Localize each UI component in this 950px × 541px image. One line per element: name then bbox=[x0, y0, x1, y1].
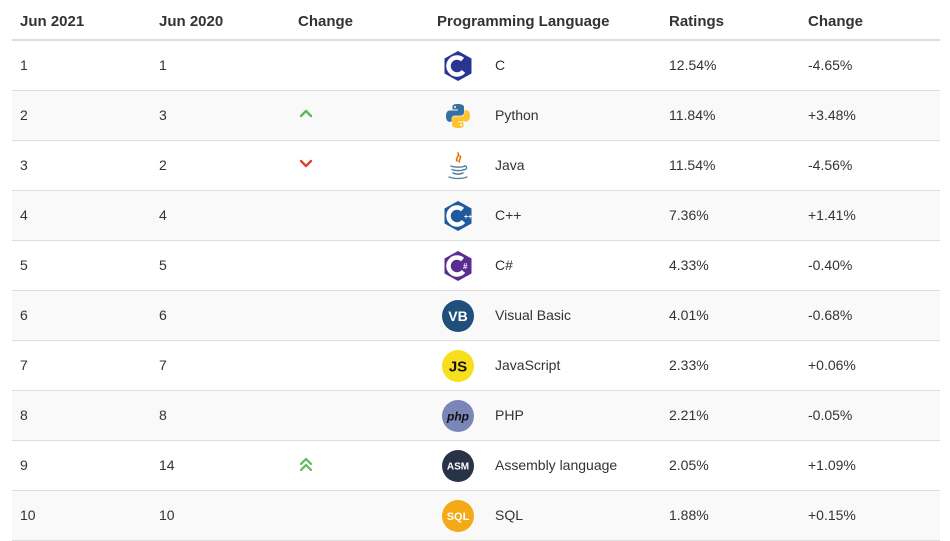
rank-2020: 10 bbox=[159, 507, 175, 523]
rating-value: 2.21% bbox=[669, 407, 709, 423]
rank-2020: 14 bbox=[159, 457, 175, 473]
rating-value: 7.36% bbox=[669, 207, 709, 223]
rank-2020: 2 bbox=[159, 157, 167, 173]
rank-2020: 5 bbox=[159, 257, 167, 273]
table-header: Jun 2021 Jun 2020 Change Programming Lan… bbox=[12, 0, 940, 41]
rating-value: 11.84% bbox=[669, 107, 716, 123]
table-row: 1 1 C 12.54% -4.65% bbox=[12, 41, 940, 91]
svg-text:++: ++ bbox=[464, 214, 472, 221]
table-row: 7 7 JS JavaScript 2.33% +0.06% bbox=[12, 341, 940, 391]
language-name[interactable]: JavaScript bbox=[495, 357, 561, 373]
rank-2021: 3 bbox=[20, 157, 28, 173]
rating-value: 1.88% bbox=[669, 507, 709, 523]
rank-2021: 4 bbox=[20, 207, 28, 223]
rating-value: 4.01% bbox=[669, 307, 709, 323]
tiobe-index-table: Jun 2021 Jun 2020 Change Programming Lan… bbox=[12, 0, 940, 541]
php-logo-icon: php bbox=[442, 400, 474, 432]
language-name[interactable]: C++ bbox=[495, 207, 522, 223]
rank-2021: 6 bbox=[20, 307, 28, 323]
table-row: 4 4 ++ C++ 7.36% +1.41% bbox=[12, 191, 940, 241]
header-jun-2020[interactable]: Jun 2020 bbox=[159, 13, 224, 30]
logo-text: JS bbox=[449, 358, 467, 375]
header-programming-language[interactable]: Programming Language bbox=[437, 13, 610, 30]
rank-2020: 3 bbox=[159, 107, 167, 123]
visual-basic-logo-icon: VB bbox=[442, 300, 474, 332]
rating-value: 11.54% bbox=[669, 157, 716, 173]
logo-text: php bbox=[446, 409, 469, 423]
rank-2020: 8 bbox=[159, 407, 167, 423]
table-row: 3 2 Java 11.54% -4.56% bbox=[12, 141, 940, 191]
language-name[interactable]: Assembly language bbox=[495, 457, 618, 473]
logo-text: SQL bbox=[447, 511, 470, 523]
rank-2020: 6 bbox=[159, 307, 167, 323]
language-name[interactable]: C# bbox=[495, 257, 513, 273]
rank-2020: 7 bbox=[159, 357, 167, 373]
table-row: 2 3 Python 11.84% +3.48% bbox=[12, 91, 940, 141]
cpp-logo-icon: ++ bbox=[442, 200, 474, 232]
language-name[interactable]: PHP bbox=[495, 407, 524, 423]
logo-text: ASM bbox=[447, 462, 469, 473]
rating-change: +1.41% bbox=[808, 207, 856, 223]
rating-value: 4.33% bbox=[669, 257, 709, 273]
csharp-logo-icon: # bbox=[442, 250, 474, 282]
table-row: 8 8 php PHP 2.21% -0.05% bbox=[12, 391, 940, 441]
language-name[interactable]: Java bbox=[495, 157, 525, 173]
rating-change: -0.40% bbox=[808, 257, 853, 273]
chevron-down-icon bbox=[298, 156, 314, 172]
rating-change: -4.65% bbox=[808, 57, 853, 73]
javascript-logo-icon: JS bbox=[442, 350, 474, 382]
header-ratings[interactable]: Ratings bbox=[669, 13, 725, 30]
rating-change: +3.48% bbox=[808, 107, 856, 123]
c-logo-icon bbox=[442, 50, 474, 82]
svg-text:#: # bbox=[463, 262, 468, 271]
sql-logo-icon: SQL bbox=[442, 500, 474, 532]
header-jun-2021[interactable]: Jun 2021 bbox=[20, 13, 85, 30]
rank-2021: 1 bbox=[20, 57, 28, 73]
java-logo-icon bbox=[442, 150, 474, 182]
rank-2021: 10 bbox=[20, 507, 36, 523]
table-row: 9 14 ASM Assembly language 2.05% +1.09% bbox=[12, 441, 940, 491]
rating-value: 2.05% bbox=[669, 457, 709, 473]
logo-text: VB bbox=[448, 308, 467, 324]
rank-2021: 2 bbox=[20, 107, 28, 123]
rank-2021: 8 bbox=[20, 407, 28, 423]
language-name[interactable]: C bbox=[495, 57, 506, 73]
double-chevron-up-icon bbox=[298, 456, 314, 472]
language-name[interactable]: Visual Basic bbox=[495, 307, 572, 323]
rank-2020: 1 bbox=[159, 57, 167, 73]
rating-change: -0.05% bbox=[808, 407, 853, 423]
assembly-logo-icon: ASM bbox=[442, 450, 474, 482]
rating-change: +0.06% bbox=[808, 357, 856, 373]
table-row: 6 6 VB Visual Basic 4.01% -0.68% bbox=[12, 291, 940, 341]
chevron-up-icon bbox=[298, 106, 314, 122]
language-name[interactable]: Python bbox=[495, 107, 539, 123]
rating-change: -0.68% bbox=[808, 307, 853, 323]
rating-change: +1.09% bbox=[808, 457, 856, 473]
rating-change: +0.15% bbox=[808, 507, 856, 523]
rank-2021: 7 bbox=[20, 357, 28, 373]
rating-value: 12.54% bbox=[669, 57, 717, 73]
rank-2021: 9 bbox=[20, 457, 28, 473]
header-change-rank[interactable]: Change bbox=[298, 13, 354, 30]
rank-2020: 4 bbox=[159, 207, 167, 223]
table-row: 5 5 # C# 4.33% -0.40% bbox=[12, 241, 940, 291]
rating-value: 2.33% bbox=[669, 357, 709, 373]
language-name[interactable]: SQL bbox=[495, 507, 524, 523]
python-logo-icon bbox=[442, 100, 474, 132]
header-change-ratings[interactable]: Change bbox=[808, 13, 864, 30]
table-row: 10 10 SQL SQL 1.88% +0.15% bbox=[12, 491, 940, 541]
rank-2021: 5 bbox=[20, 257, 28, 273]
rating-change: -4.56% bbox=[808, 157, 853, 173]
table-body: 1 1 C 12.54% -4.65% 2 3 Python 11.84% +3.48% 3 2 Jav… bbox=[12, 41, 940, 541]
